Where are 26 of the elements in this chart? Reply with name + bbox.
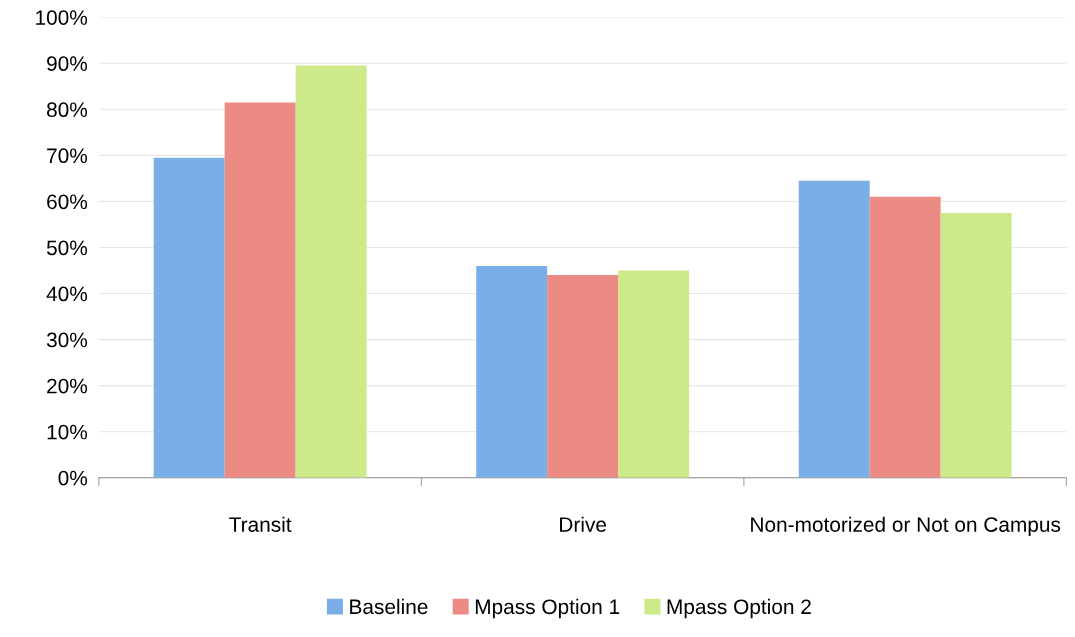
y-tick-label: 40% xyxy=(46,286,88,302)
bar xyxy=(295,65,367,478)
bar xyxy=(618,270,690,478)
legend-label: Baseline xyxy=(350,598,428,615)
y-tick-label: 60% xyxy=(47,194,88,210)
bar xyxy=(153,157,225,478)
y-tick-label: 50% xyxy=(46,240,88,256)
y-tick-label: 30% xyxy=(46,332,88,348)
bar xyxy=(547,275,619,478)
bar xyxy=(798,180,870,478)
bar xyxy=(224,102,296,478)
y-tick-label: 20% xyxy=(47,378,88,394)
y-tick-label: 90% xyxy=(47,56,88,72)
x-tick-label: Non-motorized or Not on Campus xyxy=(751,516,1061,537)
y-tick-label: 80% xyxy=(47,102,88,118)
bar xyxy=(869,196,941,478)
y-tick-label: 100% xyxy=(36,10,88,25)
bar xyxy=(940,212,1012,478)
y-tick-label: 0% xyxy=(58,470,88,486)
legend-label: Mpass Option 2 xyxy=(667,598,811,619)
y-tick-label: 10% xyxy=(47,424,88,440)
x-tick-label: Transit xyxy=(229,516,292,532)
y-tick-label: 70% xyxy=(47,148,88,164)
x-tick-label: Drive xyxy=(560,516,607,532)
bar xyxy=(476,265,548,478)
legend-label: Mpass Option 1 xyxy=(475,598,620,619)
